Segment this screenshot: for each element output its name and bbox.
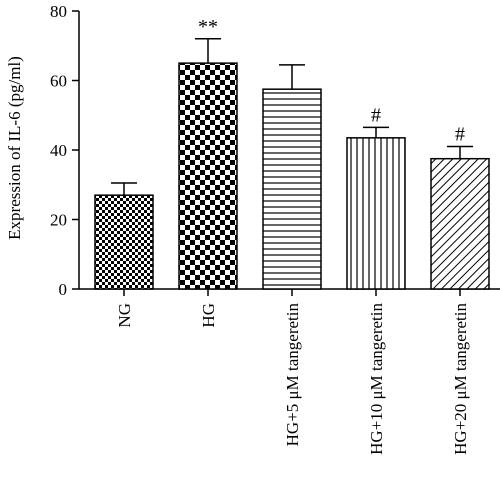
y-axis: 0 20 40 60 80 xyxy=(50,2,80,299)
category-labels: NG HG HG+5 μM tangeretin HG+10 μM tangereti… xyxy=(115,303,470,455)
category-label: HG+20 μM tangeretin xyxy=(451,303,470,455)
y-tick-label: 20 xyxy=(50,211,67,230)
bar-3 xyxy=(262,88,322,290)
error-bars-group xyxy=(111,38,473,196)
y-tick-label: 0 xyxy=(59,280,68,299)
bar-5 xyxy=(430,157,490,290)
category-label: HG+5 μM tangeretin xyxy=(283,303,302,447)
bar-1 xyxy=(94,194,154,290)
x-axis xyxy=(79,288,500,296)
category-label: NG xyxy=(115,303,134,328)
y-tick-label: 60 xyxy=(50,72,67,91)
significance-mark: # xyxy=(371,104,381,126)
category-label: HG+10 μM tangeretin xyxy=(367,303,386,455)
y-tick-label: 40 xyxy=(50,141,67,160)
y-axis-title: Expression of IL-6 (pg/ml) xyxy=(5,56,24,240)
category-label: HG xyxy=(199,303,218,328)
bar-4 xyxy=(346,137,406,290)
bar-2 xyxy=(178,62,238,290)
y-tick-label: 80 xyxy=(50,2,67,21)
significance-annotations: ** # # xyxy=(198,16,465,146)
significance-mark: # xyxy=(455,124,465,146)
significance-mark: ** xyxy=(198,16,218,38)
bars-group xyxy=(94,62,490,290)
